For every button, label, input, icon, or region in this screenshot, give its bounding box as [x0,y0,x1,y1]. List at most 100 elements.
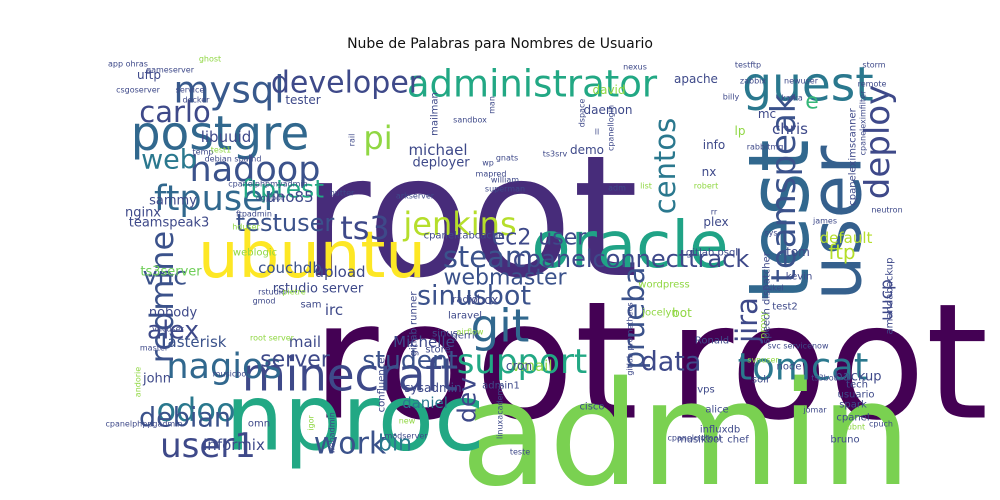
word-root: root [312,268,639,457]
word-testftp: testftp [735,61,761,70]
word-temp: temp [193,148,214,157]
word-tom: tom [786,245,810,259]
word-butter: butter [330,189,355,198]
word-svc-servicenow: svc servicenow [767,342,828,351]
word-cpaneleximfilter: cpaneleximfilter [859,90,868,155]
word-store: store [425,345,450,356]
word-ts3bot: ts3bot [811,374,837,383]
word-sinusbot: sinusbot [417,281,531,312]
word-james: james [812,217,837,226]
word-e: e [805,90,819,115]
word-andorie: andorie [134,367,143,397]
word-mail: mail [289,333,321,351]
word-debian: debian [139,403,231,434]
word-ftpuser: ftpuser [154,179,279,219]
word-postgre: postgre [131,107,310,162]
word-laravel: laravel [448,311,482,322]
word-solr: solr [752,375,771,386]
word-gmod: gmod [253,297,276,306]
chart-title: Nube de Palabras para Nombres de Usuario [347,36,653,52]
word-jira: jira [730,297,764,344]
word-jocelyn: jocelyn [641,308,678,319]
word-svnuser: svnuser [747,356,779,365]
word-gitlab-prometheus: gitlab prometheus [626,302,635,375]
word-tomcat: tomcat [738,346,869,389]
word-cpanelphppgadmin: cpanelphppgadmin [105,420,182,429]
word-new: new [399,417,416,426]
word-centos: centos [648,118,682,214]
word-radio: radio [452,295,477,306]
word-mikel: mikel [762,284,784,293]
word-kevin: kevin [786,272,813,283]
word-apache: apache [674,72,718,86]
word-ec2-user: ec2 user [492,226,588,251]
word-upload: upload [314,263,365,281]
word-cpanelphpmyadmin: cpanelphpmyadmin [228,180,307,189]
word-ftpadmin: ftpadmin [236,210,272,219]
word-vnc: vnc [143,262,187,291]
word-informix: informix [203,436,265,454]
word-cpanellogin: cpanellogin [607,105,616,151]
word-wp: wp [482,159,494,168]
word-tech: tech [846,380,868,391]
word-root-server: root server [250,334,295,343]
word-web: web [141,145,197,176]
word-arkserver: arkserver [396,192,435,201]
word-sandbox: sandbox [453,116,487,125]
word-gitlab-psql: gitlab psql [686,248,738,259]
word-mapred: mapred [476,170,507,179]
word-chris: chris [772,120,808,138]
word-mc: mc [758,107,776,121]
word-lp: lp [735,124,746,138]
word-nexus: nexus [623,63,647,72]
word-hduser: hduser [232,223,260,232]
word-jomar: jomar [802,406,827,415]
word-csgoserver: csgoserver [116,86,161,95]
word-app-ohras: app ohras [108,60,148,69]
word-nobody: nobody [149,306,198,321]
word-uucp: uucp [877,279,897,321]
word-chef: chef [727,435,749,446]
word-libuuid: libuuid [201,128,252,146]
word-vncuser: vncuser [152,325,184,334]
word-daemon: daemon [584,103,633,117]
word-weblogic: weblogic [233,248,277,259]
word-adm: adm [608,184,626,193]
word-webadmin: webadmin [328,412,337,454]
word-speech-dispatcher: speech dispatcher [762,251,773,344]
word-ubnt: ubnt [847,423,865,432]
word-alice: alice [705,405,728,416]
word-omn: omn [248,419,270,430]
word-bin: bin [378,432,412,457]
word-node: node [777,362,802,373]
word-amandabackup: amandabackup [885,258,896,335]
word-rstudio: rstudio [258,288,286,297]
word-kafka: kafka [781,94,803,103]
word-wordpress: wordpress [638,280,689,291]
word-user: user [795,145,878,301]
word-teste: teste [510,448,530,457]
word-pi: pi [363,119,392,157]
word-carlo: carlo [139,95,210,129]
word-nagios: nagios [166,347,281,387]
word-deploy: deploy [858,85,898,199]
word-neutron: neutron [871,206,902,215]
word-cisco: cisco [579,402,604,413]
word-uftp: uftp [137,68,161,82]
word-hadoop: hadoop [190,150,321,190]
word-service: service [176,86,205,95]
word-sys: sys [764,229,777,238]
word-cpuch: cpuch [869,420,893,429]
word-administrator: administrator [407,63,658,106]
word-david: david [592,83,625,97]
word-musikbot: musikbot [677,435,723,446]
word-debian-spamd: debian spamd [205,155,262,164]
word-developer: developer [271,66,422,101]
word-user1: user1 [160,426,256,466]
word-support: support [457,342,588,382]
word-michelle: Michelle [393,333,455,351]
word-ghost: ghost [199,55,221,64]
word-backup: backup [835,370,882,385]
word-daniel: daniel [402,394,448,412]
word-testuser: testuser [236,209,335,237]
